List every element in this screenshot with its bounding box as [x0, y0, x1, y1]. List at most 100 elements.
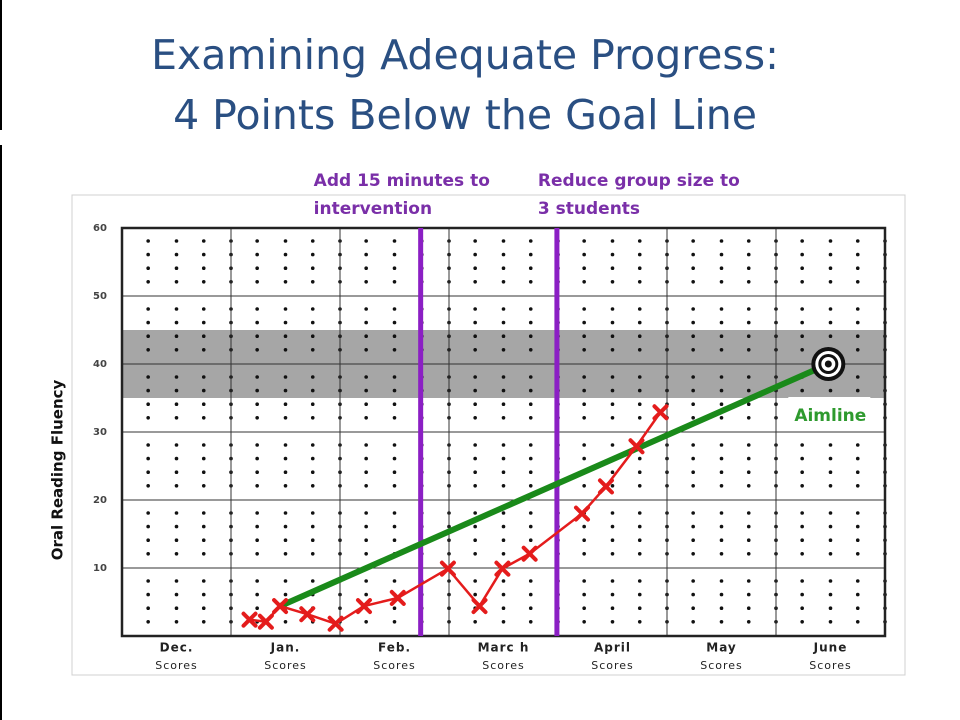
grid-dot	[691, 538, 695, 542]
grid-dot	[174, 416, 179, 420]
grid-dot	[746, 524, 751, 529]
grid-dot	[501, 456, 506, 461]
grid-dot	[528, 606, 533, 610]
grid-dot	[174, 375, 179, 379]
grid-dot	[146, 456, 150, 461]
grid-dot	[174, 538, 179, 542]
grid-dot	[174, 334, 179, 339]
score-marker	[628, 438, 645, 455]
x-tick-label: May	[706, 641, 737, 655]
grid-dot	[501, 348, 506, 352]
grid-dot	[719, 252, 724, 257]
score-marker	[439, 560, 456, 577]
grid-dot	[855, 456, 860, 461]
grid-dot	[746, 620, 751, 624]
grid-dot	[283, 470, 288, 475]
grid-dot	[828, 552, 833, 556]
grid-dot	[310, 348, 315, 352]
grid-dot	[637, 348, 642, 352]
x-tick-sublabel: Scores	[700, 659, 743, 672]
grid-dot	[610, 307, 615, 311]
grid-dot	[201, 375, 206, 379]
grid-dot	[473, 579, 477, 583]
grid-dot	[283, 320, 288, 325]
grid-dot	[610, 266, 615, 271]
grid-dot	[501, 579, 506, 583]
grid-dot	[392, 538, 397, 542]
y-axis-label: Oral Reading Fluency	[49, 379, 67, 560]
grid-dot	[746, 592, 751, 597]
grid-dot	[255, 484, 259, 488]
grid-dot	[582, 252, 586, 257]
grid-dot	[637, 388, 642, 393]
grid-dot	[855, 443, 860, 447]
grid-dot	[610, 524, 615, 529]
grid-dot	[855, 524, 860, 529]
grid-dot	[501, 592, 506, 597]
grid-dot	[283, 620, 288, 624]
grid-dot	[174, 266, 179, 271]
grid-dot	[528, 511, 533, 515]
x-tick-sublabel: Scores	[155, 659, 198, 672]
grid-dot	[473, 252, 477, 257]
grid-dot	[392, 606, 397, 610]
score-marker	[299, 606, 316, 623]
grid-dot	[528, 280, 533, 284]
grid-dot	[637, 266, 642, 271]
grid-dot	[855, 239, 860, 243]
grid-dot	[719, 334, 724, 339]
grid-dot	[255, 402, 259, 407]
grid-dot	[501, 266, 506, 271]
grid-dot	[828, 239, 833, 243]
grid-dot	[800, 388, 804, 393]
grid-dot	[501, 484, 506, 488]
score-marker	[257, 613, 274, 630]
grid-dot	[473, 375, 477, 379]
grid-dot	[310, 266, 315, 271]
chart-title: Examining Adequate Progress:	[151, 31, 779, 79]
grid-dot	[201, 456, 206, 461]
grid-dot	[719, 538, 724, 542]
grid-dot	[201, 239, 206, 243]
grid-dot	[691, 579, 695, 583]
grid-dot	[392, 320, 397, 325]
grid-dot	[610, 552, 615, 556]
x-tick-sublabel: Scores	[591, 659, 634, 672]
grid-dot	[746, 402, 751, 407]
grid-dot	[255, 511, 259, 515]
grid-dot	[392, 456, 397, 461]
grid-dot	[610, 606, 615, 610]
grid-dot	[855, 579, 860, 583]
grid-dot	[255, 320, 259, 325]
y-tick-label: 50	[93, 291, 107, 302]
grid-dot	[201, 538, 206, 542]
grid-dot	[828, 456, 833, 461]
grid-dot	[828, 620, 833, 624]
grid-dot	[582, 266, 586, 271]
grid-dot	[473, 334, 477, 339]
grid-dot	[174, 280, 179, 284]
grid-dot	[800, 334, 804, 339]
grid-dot	[746, 443, 751, 447]
grid-dot	[283, 552, 288, 556]
grid-dot	[310, 252, 315, 257]
grid-dot	[637, 620, 642, 624]
grid-dot	[800, 620, 804, 624]
grid-dot	[746, 252, 751, 257]
grid-dot	[174, 388, 179, 393]
grid-dot	[501, 538, 506, 542]
grid-dot	[283, 307, 288, 311]
grid-dot	[146, 552, 150, 556]
grid-dot	[719, 524, 724, 529]
grid-dot	[473, 511, 477, 515]
grid-dot	[255, 266, 259, 271]
grid-dot	[392, 334, 397, 339]
intervention-label: 3 students	[538, 199, 640, 219]
grid-dot	[582, 538, 586, 542]
grid-dot	[174, 524, 179, 529]
grid-dot	[392, 524, 397, 529]
grid-dot	[392, 348, 397, 352]
grid-dot	[255, 348, 259, 352]
grid-dot	[610, 443, 615, 447]
aimline	[278, 361, 830, 609]
